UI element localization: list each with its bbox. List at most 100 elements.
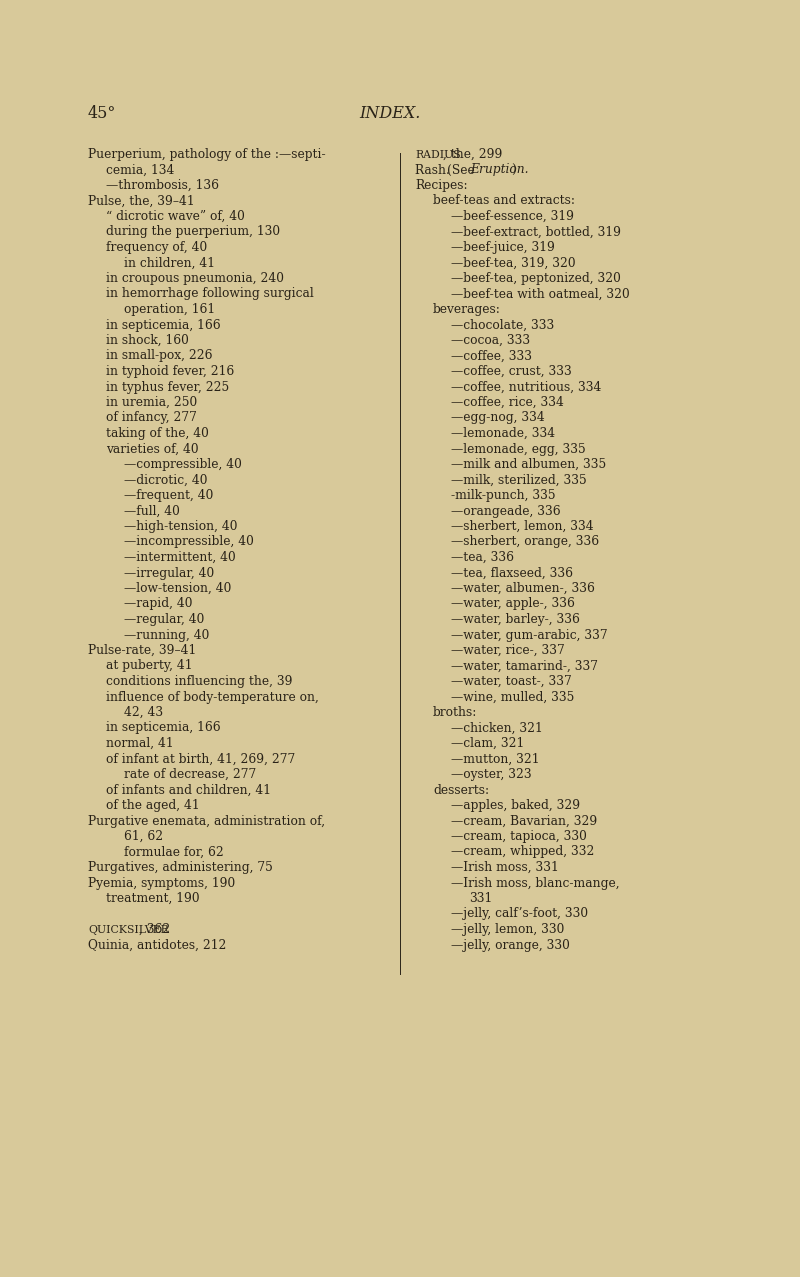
Text: during the puerperium, 130: during the puerperium, 130 xyxy=(106,226,280,239)
Text: —irregular, 40: —irregular, 40 xyxy=(124,567,214,580)
Text: —running, 40: —running, 40 xyxy=(124,628,210,641)
Text: —frequent, 40: —frequent, 40 xyxy=(124,489,214,502)
Text: —regular, 40: —regular, 40 xyxy=(124,613,204,626)
Text: —chicken, 321: —chicken, 321 xyxy=(451,722,542,734)
Text: —apples, baked, 329: —apples, baked, 329 xyxy=(451,799,580,812)
Text: rate of decrease, 277: rate of decrease, 277 xyxy=(124,767,256,782)
Text: —coffee, 333: —coffee, 333 xyxy=(451,350,532,363)
Text: —water, apple-, 336: —water, apple-, 336 xyxy=(451,598,575,610)
Text: in uremia, 250: in uremia, 250 xyxy=(106,396,198,409)
Text: taking of the, 40: taking of the, 40 xyxy=(106,427,209,441)
Text: —lemonade, 334: —lemonade, 334 xyxy=(451,427,555,441)
Text: Quinia, antidotes, 212: Quinia, antidotes, 212 xyxy=(88,939,226,951)
Text: in small-pox, 226: in small-pox, 226 xyxy=(106,350,213,363)
Text: INDEX.: INDEX. xyxy=(359,105,421,123)
Text: —water, albumen-, 336: —water, albumen-, 336 xyxy=(451,582,595,595)
Text: —milk, sterilized, 335: —milk, sterilized, 335 xyxy=(451,474,586,487)
Text: QUICKSILVER: QUICKSILVER xyxy=(88,925,169,935)
Text: —cream, whipped, 332: —cream, whipped, 332 xyxy=(451,845,594,858)
Text: —cream, Bavarian, 329: —cream, Bavarian, 329 xyxy=(451,815,598,827)
Text: in hemorrhage following surgical: in hemorrhage following surgical xyxy=(106,287,314,300)
Text: beef-teas and extracts:: beef-teas and extracts: xyxy=(433,194,575,207)
Text: —beef-tea, peptonized, 320: —beef-tea, peptonized, 320 xyxy=(451,272,621,285)
Text: —coffee, nutritious, 334: —coffee, nutritious, 334 xyxy=(451,381,602,393)
Text: 42, 43: 42, 43 xyxy=(124,706,163,719)
Text: —mutton, 321: —mutton, 321 xyxy=(451,752,539,765)
Text: -milk-punch, 335: -milk-punch, 335 xyxy=(451,489,556,502)
Text: Pulse-rate, 39–41: Pulse-rate, 39–41 xyxy=(88,644,196,656)
Text: —jelly, calf’s-foot, 330: —jelly, calf’s-foot, 330 xyxy=(451,908,588,921)
Text: —cream, tapioca, 330: —cream, tapioca, 330 xyxy=(451,830,587,843)
Text: —jelly, lemon, 330: —jelly, lemon, 330 xyxy=(451,923,564,936)
Text: —coffee, rice, 334: —coffee, rice, 334 xyxy=(451,396,564,409)
Text: in typhoid fever, 216: in typhoid fever, 216 xyxy=(106,365,234,378)
Text: 45°: 45° xyxy=(88,105,116,123)
Text: —water, rice-, 337: —water, rice-, 337 xyxy=(451,644,565,656)
Text: —low-tension, 40: —low-tension, 40 xyxy=(124,582,231,595)
Text: of infant at birth, 41, 269, 277: of infant at birth, 41, 269, 277 xyxy=(106,752,295,765)
Text: Rash.: Rash. xyxy=(415,163,458,176)
Text: at puberty, 41: at puberty, 41 xyxy=(106,659,193,673)
Text: desserts:: desserts: xyxy=(433,784,489,797)
Text: Recipes:: Recipes: xyxy=(415,179,468,192)
Text: in croupous pneumonia, 240: in croupous pneumonia, 240 xyxy=(106,272,284,285)
Text: —intermittent, 40: —intermittent, 40 xyxy=(124,550,236,564)
Text: cemia, 134: cemia, 134 xyxy=(106,163,174,176)
Text: —beef-juice, 319: —beef-juice, 319 xyxy=(451,241,555,254)
Text: —beef-essence, 319: —beef-essence, 319 xyxy=(451,209,574,223)
Text: —clam, 321: —clam, 321 xyxy=(451,737,524,750)
Text: —full, 40: —full, 40 xyxy=(124,504,180,517)
Text: in septicemia, 166: in septicemia, 166 xyxy=(106,722,221,734)
Text: , 362: , 362 xyxy=(139,923,170,936)
Text: normal, 41: normal, 41 xyxy=(106,737,174,750)
Text: varieties of, 40: varieties of, 40 xyxy=(106,443,198,456)
Text: ): ) xyxy=(511,163,516,176)
Text: —milk and albumen, 335: —milk and albumen, 335 xyxy=(451,458,606,471)
Text: —Irish moss, blanc-mange,: —Irish moss, blanc-mange, xyxy=(451,876,620,890)
Text: —cocoa, 333: —cocoa, 333 xyxy=(451,335,530,347)
Text: of the aged, 41: of the aged, 41 xyxy=(106,799,200,812)
Text: Pyemia, symptoms, 190: Pyemia, symptoms, 190 xyxy=(88,876,235,890)
Text: Puerperium, pathology of the :—septi-: Puerperium, pathology of the :—septi- xyxy=(88,148,326,161)
Text: influence of body-temperature on,: influence of body-temperature on, xyxy=(106,691,319,704)
Text: of infants and children, 41: of infants and children, 41 xyxy=(106,784,271,797)
Text: conditions influencing the, 39: conditions influencing the, 39 xyxy=(106,676,293,688)
Text: —orangeade, 336: —orangeade, 336 xyxy=(451,504,561,517)
Text: Eruption.: Eruption. xyxy=(470,163,529,176)
Text: —rapid, 40: —rapid, 40 xyxy=(124,598,193,610)
Text: in shock, 160: in shock, 160 xyxy=(106,335,189,347)
Text: —sherbert, lemon, 334: —sherbert, lemon, 334 xyxy=(451,520,594,533)
Text: —water, toast-, 337: —water, toast-, 337 xyxy=(451,676,572,688)
Text: —chocolate, 333: —chocolate, 333 xyxy=(451,318,554,332)
Text: —water, barley-, 336: —water, barley-, 336 xyxy=(451,613,580,626)
Text: operation, 161: operation, 161 xyxy=(124,303,215,315)
Text: RADIUS: RADIUS xyxy=(415,149,461,160)
Text: beverages:: beverages: xyxy=(433,303,501,315)
Text: “ dicrotic wave” of, 40: “ dicrotic wave” of, 40 xyxy=(106,209,245,223)
Text: —beef-tea with oatmeal, 320: —beef-tea with oatmeal, 320 xyxy=(451,287,630,300)
Text: —water, gum-arabic, 337: —water, gum-arabic, 337 xyxy=(451,628,608,641)
Text: —sherbert, orange, 336: —sherbert, orange, 336 xyxy=(451,535,599,549)
Text: —lemonade, egg, 335: —lemonade, egg, 335 xyxy=(451,443,586,456)
Text: in typhus fever, 225: in typhus fever, 225 xyxy=(106,381,230,393)
Text: —high-tension, 40: —high-tension, 40 xyxy=(124,520,238,533)
Text: —water, tamarind-, 337: —water, tamarind-, 337 xyxy=(451,659,598,673)
Text: of infancy, 277: of infancy, 277 xyxy=(106,411,197,424)
Text: —tea, flaxseed, 336: —tea, flaxseed, 336 xyxy=(451,567,573,580)
Text: Purgatives, administering, 75: Purgatives, administering, 75 xyxy=(88,861,273,873)
Text: —oyster, 323: —oyster, 323 xyxy=(451,767,532,782)
Text: frequency of, 40: frequency of, 40 xyxy=(106,241,207,254)
Text: —incompressible, 40: —incompressible, 40 xyxy=(124,535,254,549)
Text: —wine, mulled, 335: —wine, mulled, 335 xyxy=(451,691,574,704)
Text: —dicrotic, 40: —dicrotic, 40 xyxy=(124,474,207,487)
Text: —beef-tea, 319, 320: —beef-tea, 319, 320 xyxy=(451,257,576,269)
Text: —jelly, orange, 330: —jelly, orange, 330 xyxy=(451,939,570,951)
Text: (See: (See xyxy=(447,163,478,176)
Text: in children, 41: in children, 41 xyxy=(124,257,215,269)
Text: 331: 331 xyxy=(469,893,492,905)
Text: —beef-extract, bottled, 319: —beef-extract, bottled, 319 xyxy=(451,226,621,239)
Text: —coffee, crust, 333: —coffee, crust, 333 xyxy=(451,365,572,378)
Text: 61, 62: 61, 62 xyxy=(124,830,163,843)
Text: —Irish moss, 331: —Irish moss, 331 xyxy=(451,861,558,873)
Text: treatment, 190: treatment, 190 xyxy=(106,893,200,905)
